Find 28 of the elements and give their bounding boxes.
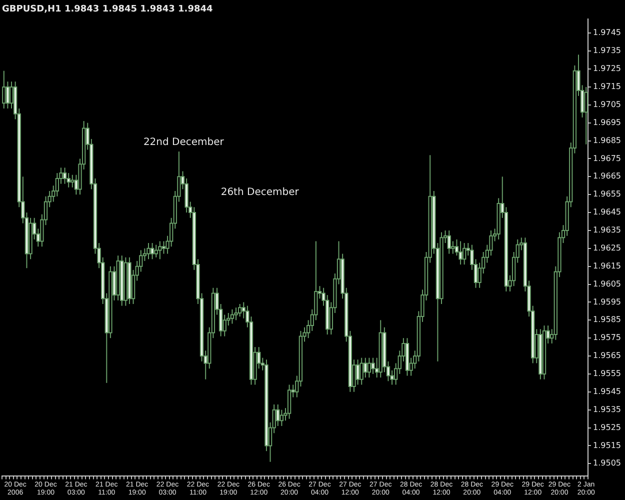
y-tick-label: 1.9675: [593, 154, 622, 163]
y-tick-label: 1.9645: [593, 208, 622, 217]
y-tick-label: 1.9735: [593, 46, 622, 56]
y-tick-label: 1.9655: [593, 190, 622, 199]
annotation: 22nd December: [143, 136, 225, 148]
y-tick-label: 1.9605: [593, 279, 622, 288]
y-tick-label: 1.9615: [593, 261, 622, 270]
y-tick-label: 1.9515: [593, 440, 622, 450]
y-tick-label: 1.9635: [593, 226, 622, 235]
y-tick-label: 1.9725: [593, 64, 622, 74]
y-tick-label: 1.9565: [593, 351, 622, 360]
y-tick-label: 1.9685: [593, 136, 622, 145]
y-tick-label: 1.9715: [593, 82, 622, 92]
y-tick-label: 1.9535: [593, 404, 622, 414]
y-tick-label: 1.9595: [593, 297, 622, 306]
chart-title: GBPUSD,H1 1.9843 1.9845 1.9843 1.9844: [2, 4, 213, 15]
y-tick-label: 1.9695: [593, 118, 622, 127]
y-tick-label: 1.9555: [593, 369, 622, 378]
y-tick-label: 1.9705: [593, 100, 622, 109]
y-tick-label: 1.9625: [593, 243, 622, 252]
y-tick-label: 1.9745: [593, 28, 622, 38]
y-tick-label: 1.9585: [593, 315, 622, 324]
y-tick-label: 1.9665: [593, 172, 622, 181]
annotation: 26th December: [220, 187, 300, 198]
y-tick-label: 1.9505: [593, 458, 622, 468]
y-tick-label: 1.9545: [593, 386, 622, 396]
y-tick-label: 1.9575: [593, 333, 622, 342]
y-tick-label: 1.9525: [593, 422, 622, 432]
